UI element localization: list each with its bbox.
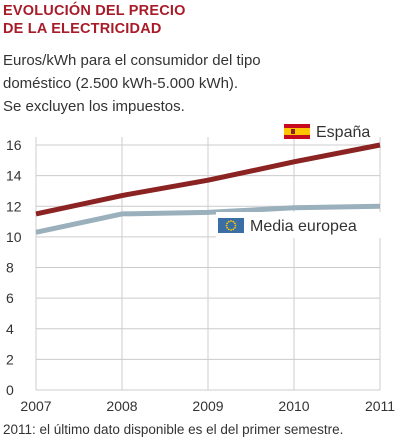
x-tick-label: 2008 [106, 398, 137, 414]
series-line-europe [35, 203, 381, 235]
chart-subtitle: Euros/kWh para el consumidor del tipo do… [3, 49, 403, 118]
x-tick-label: 2009 [192, 398, 223, 414]
y-tick-label: 12 [6, 198, 22, 214]
eu-flag-star [234, 224, 237, 227]
y-tick-label: 6 [6, 290, 14, 306]
eu-flag-star [233, 226, 236, 229]
eu-flag-star [232, 228, 235, 231]
x-tick-label: 2010 [278, 398, 309, 414]
eu-flag-icon [218, 218, 244, 233]
y-tick-label: 2 [6, 351, 14, 367]
legend-label-spain: España [316, 124, 370, 141]
eu-flag-star [227, 220, 230, 223]
chart-subtitle-line-1: Euros/kWh para el consumidor del tipo [3, 52, 261, 69]
chart-subtitle-line-3: Se excluyen los impuestos. [3, 98, 185, 115]
eu-flag-star [226, 226, 229, 229]
chart-title: EVOLUCIÓN DEL PRECIO DE LA ELECTRICIDAD [3, 2, 186, 38]
y-tick-label: 10 [6, 229, 22, 245]
y-tick-label: 0 [6, 382, 14, 398]
chart-title-line-2: DE LA ELECTRICIDAD [3, 21, 162, 37]
eu-flag-star [233, 222, 236, 225]
y-tick-label: 8 [6, 260, 14, 276]
y-tick-label: 16 [6, 137, 22, 153]
legend-label-europe: Media europea [250, 218, 357, 235]
chart-title-line-1: EVOLUCIÓN DEL PRECIO [3, 3, 186, 19]
eu-flag-star [232, 220, 235, 223]
eu-flag-star [227, 228, 230, 231]
x-tick-label: 2011 [365, 398, 395, 414]
spain-flag-emblem [291, 129, 295, 134]
y-tick-label: 14 [6, 168, 22, 184]
eu-flag-star [225, 224, 228, 227]
eu-flag-star [226, 222, 229, 225]
x-tick-label: 2007 [20, 398, 51, 414]
chart-footnote: 2011: el último dato disponible es el de… [3, 422, 344, 437]
series-line-spain [35, 142, 381, 217]
y-tick-label: 4 [6, 321, 14, 337]
eu-flag-star [230, 220, 232, 222]
spain-flag-band [284, 128, 310, 135]
chart-subtitle-line-2: doméstico (2.500 kWh-5.000 kWh). [3, 75, 239, 92]
eu-flag-star [230, 229, 232, 231]
